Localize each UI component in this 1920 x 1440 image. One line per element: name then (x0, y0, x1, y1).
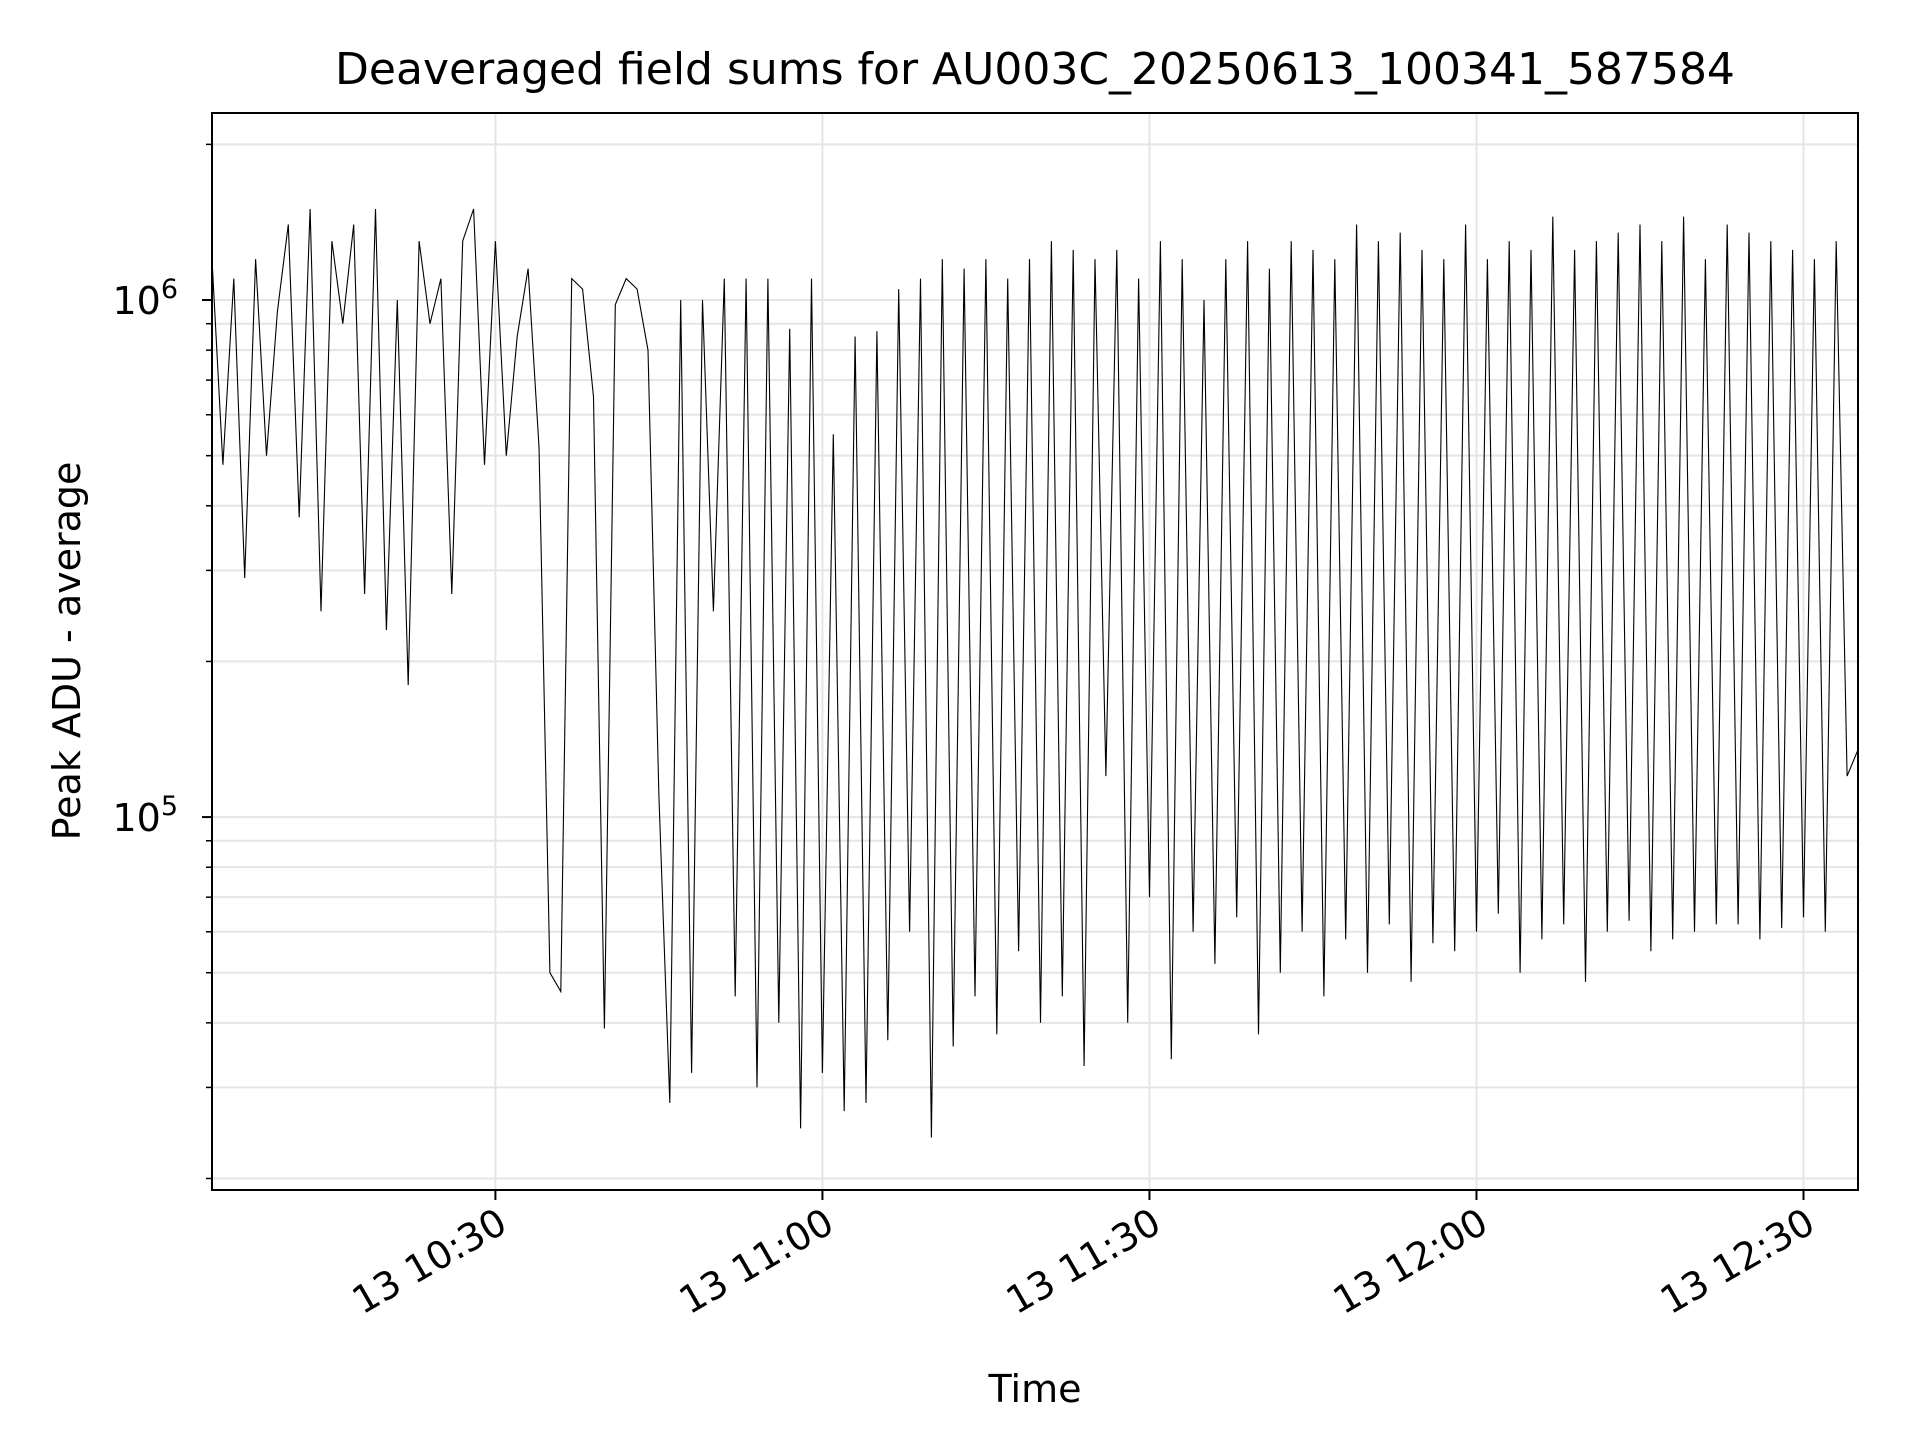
plot-frame (211, 112, 1859, 1191)
series-line (211, 208, 1859, 1138)
x-axis-label: Time (988, 1367, 1082, 1411)
y-axis-label: Peak ADU - average (45, 462, 89, 841)
grid-lines (212, 113, 1858, 1190)
chart-title: Deaveraged field sums for AU003C_2025061… (335, 44, 1735, 95)
y-tick-label: 106 (112, 274, 178, 323)
y-axis-ticks: 105 106 (112, 143, 212, 1180)
y-tick-label: 105 (112, 791, 178, 840)
data-series (211, 208, 1859, 1138)
